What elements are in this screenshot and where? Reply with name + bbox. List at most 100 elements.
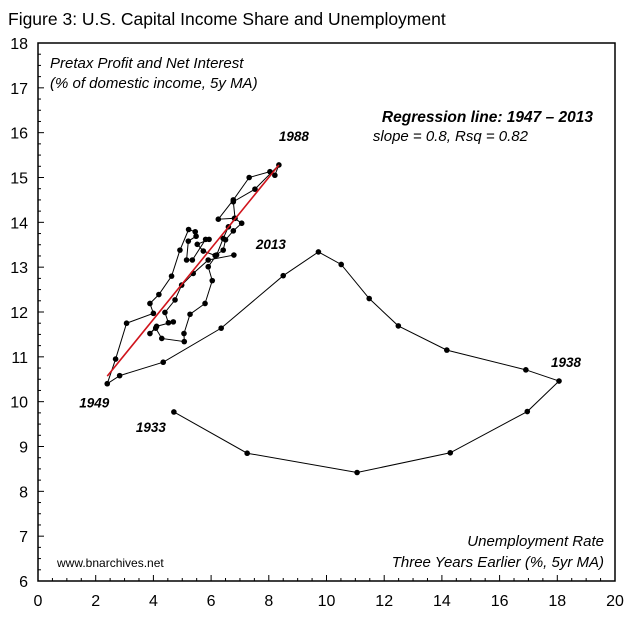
data-point bbox=[123, 320, 130, 327]
y-tick-label: 12 bbox=[10, 305, 28, 322]
year-label: 1938 bbox=[551, 355, 582, 370]
year-label: 2013 bbox=[255, 237, 287, 252]
data-point bbox=[153, 323, 160, 330]
x-tick-label: 2 bbox=[91, 593, 100, 610]
source-label: www.bnarchives.net bbox=[56, 556, 164, 570]
x-tick-label: 8 bbox=[264, 593, 273, 610]
y-tick-label: 17 bbox=[10, 81, 28, 98]
data-point bbox=[104, 380, 111, 387]
data-point bbox=[556, 378, 562, 384]
data-point bbox=[156, 291, 162, 298]
data-point bbox=[246, 174, 252, 181]
data-point bbox=[183, 257, 190, 263]
regression-stats: slope = 0.8, Rsq = 0.82 bbox=[373, 128, 529, 145]
data-point bbox=[189, 257, 196, 263]
x-tick-label: 14 bbox=[433, 593, 451, 610]
year-label: 1949 bbox=[79, 396, 110, 411]
data-point bbox=[147, 330, 153, 337]
data-point bbox=[177, 247, 183, 253]
axis-ticks bbox=[37, 42, 616, 582]
x-tick-label: 4 bbox=[149, 593, 158, 610]
data-point bbox=[168, 273, 175, 279]
data-point bbox=[192, 228, 199, 235]
data-point bbox=[170, 319, 177, 325]
x-axis-label-line2: Three Years Earlier (%, 5yr MA) bbox=[392, 554, 604, 571]
data-point bbox=[213, 252, 220, 258]
x-tick-label: 6 bbox=[207, 593, 216, 610]
data-point bbox=[165, 319, 172, 326]
data-point bbox=[218, 325, 224, 331]
x-tick-label: 0 bbox=[34, 593, 43, 610]
data-point bbox=[150, 310, 157, 317]
x-tick-label: 10 bbox=[318, 593, 336, 610]
data-point bbox=[395, 323, 402, 329]
data-point bbox=[172, 297, 178, 303]
year-label: 1988 bbox=[279, 129, 310, 144]
data-point bbox=[200, 248, 207, 254]
data-point bbox=[160, 359, 167, 366]
data-point bbox=[354, 469, 360, 476]
x-tick-label: 18 bbox=[548, 593, 566, 610]
x-tick-label: 12 bbox=[375, 593, 393, 610]
y-tick-label: 13 bbox=[10, 260, 28, 277]
data-point bbox=[205, 257, 212, 263]
data-point bbox=[252, 186, 258, 192]
y-tick-label: 14 bbox=[10, 215, 28, 232]
x-tick-label: 16 bbox=[491, 593, 509, 610]
data-point bbox=[230, 228, 237, 234]
data-point bbox=[194, 241, 201, 248]
y-tick-label: 7 bbox=[19, 529, 28, 546]
series-group bbox=[104, 162, 562, 476]
data-point bbox=[215, 216, 222, 222]
data-point bbox=[202, 300, 208, 307]
data-point bbox=[162, 309, 168, 316]
y-tick-label: 9 bbox=[19, 440, 28, 457]
data-point bbox=[158, 335, 165, 342]
y-tick-label: 18 bbox=[10, 36, 28, 53]
y-tick-label: 15 bbox=[10, 171, 28, 188]
data-point bbox=[185, 238, 192, 244]
year-label: 1933 bbox=[136, 420, 167, 435]
y-tick-label: 16 bbox=[10, 126, 28, 143]
regression-line bbox=[106, 164, 280, 377]
data-point bbox=[444, 347, 450, 353]
data-point bbox=[185, 226, 192, 233]
data-point bbox=[524, 408, 531, 415]
year-annotations: 1988 2013 1938 1949 1933 bbox=[79, 129, 581, 435]
x-tick-labels: 0 2 4 6 8 10 12 14 16 18 20 bbox=[34, 593, 624, 610]
data-point bbox=[366, 295, 372, 302]
y-tick-label: 11 bbox=[11, 350, 28, 367]
data-point bbox=[220, 235, 227, 242]
data-point bbox=[205, 263, 212, 270]
data-point bbox=[338, 261, 345, 268]
y-tick-label: 8 bbox=[19, 484, 28, 501]
data-point bbox=[523, 367, 529, 373]
data-point bbox=[220, 247, 227, 253]
x-axis-label-line1: Unemployment Rate bbox=[467, 533, 604, 550]
chart-title: Figure 3: U.S. Capital Income Share and … bbox=[8, 9, 446, 29]
y-tick-label: 10 bbox=[10, 395, 28, 412]
data-point bbox=[272, 172, 278, 179]
data-point bbox=[187, 311, 193, 318]
data-point bbox=[147, 300, 153, 307]
data-point bbox=[238, 220, 245, 227]
data-point bbox=[171, 409, 177, 415]
y-tick-label: 6 bbox=[19, 574, 28, 591]
x-tick-label: 20 bbox=[606, 593, 624, 610]
data-point bbox=[206, 236, 212, 243]
data-point bbox=[181, 338, 188, 345]
data-point bbox=[244, 450, 250, 457]
data-point bbox=[193, 233, 199, 240]
data-point bbox=[231, 252, 237, 258]
data-point bbox=[447, 449, 454, 456]
data-point bbox=[230, 198, 237, 205]
y-axis-label-line1: Pretax Profit and Net Interest bbox=[50, 55, 244, 72]
data-point bbox=[315, 249, 322, 255]
y-tick-labels: 6 7 8 9 10 11 12 13 14 15 16 17 18 bbox=[10, 36, 28, 591]
series-line bbox=[106, 164, 560, 474]
data-point bbox=[116, 372, 123, 379]
data-point bbox=[181, 330, 187, 337]
data-point bbox=[112, 356, 119, 362]
data-point bbox=[209, 277, 216, 284]
